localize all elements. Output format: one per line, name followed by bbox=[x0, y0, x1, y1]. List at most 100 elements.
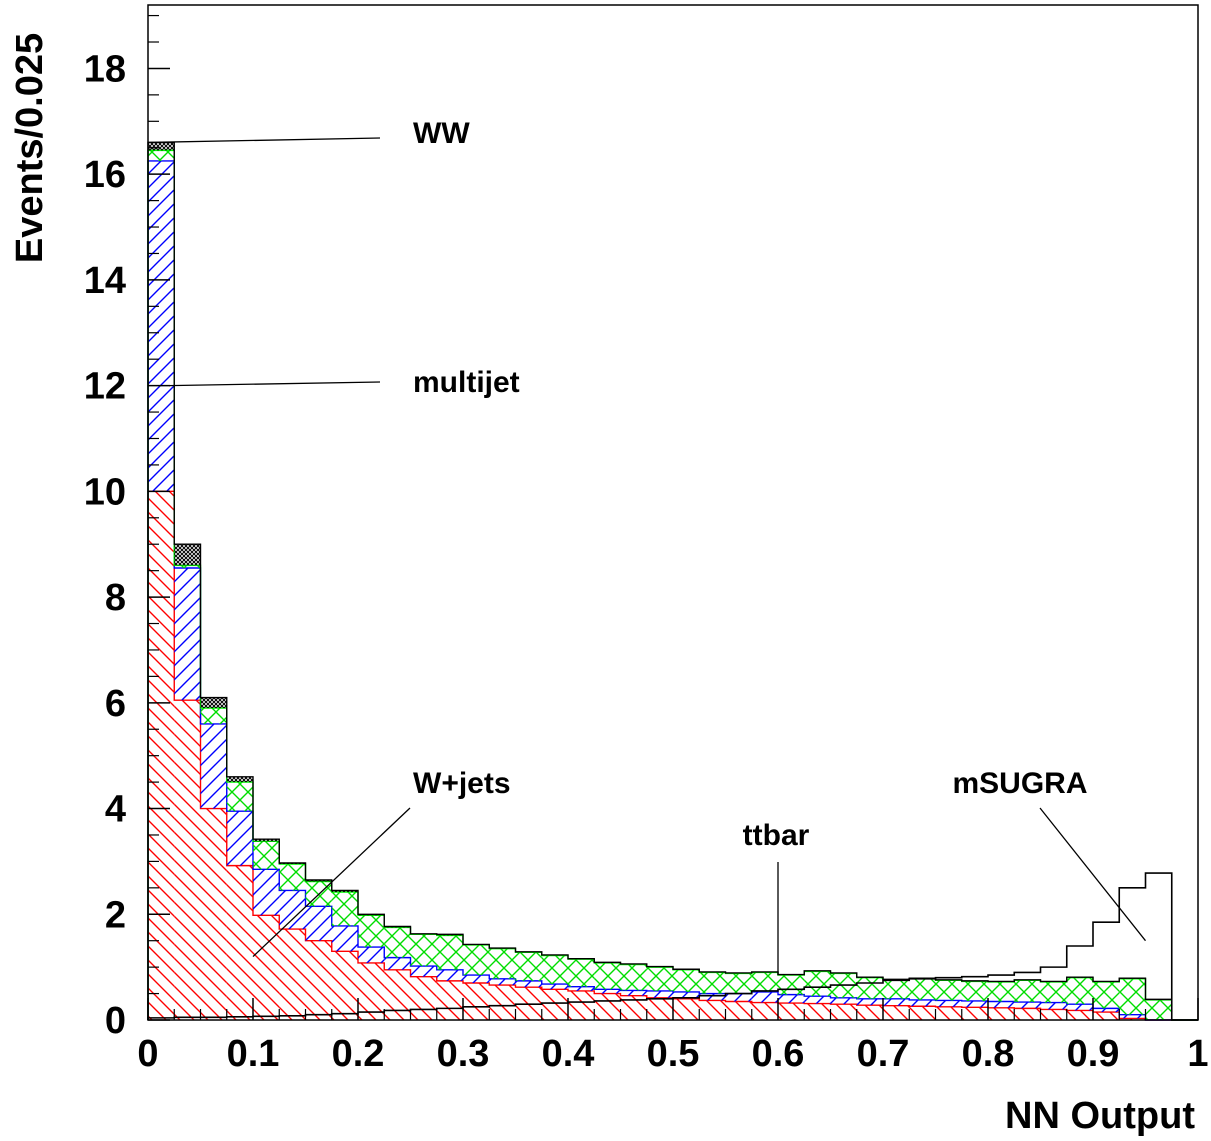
y-tick-label: 2 bbox=[105, 894, 126, 936]
x-tick-label: 0.6 bbox=[752, 1033, 805, 1075]
bar-ttbar-35 bbox=[1066, 977, 1093, 1005]
bar-ww-0 bbox=[148, 142, 175, 151]
bar-w-jets-32 bbox=[988, 1007, 1015, 1020]
bar-ttbar-19 bbox=[646, 967, 673, 991]
bar-w-jets-37 bbox=[1119, 1018, 1146, 1020]
leader-line-ww bbox=[147, 137, 381, 144]
y-tick-label: 14 bbox=[84, 260, 126, 302]
bar-w-jets-31 bbox=[961, 1007, 988, 1020]
bar-multijet-3 bbox=[226, 811, 253, 866]
bar-ww-4 bbox=[253, 839, 280, 842]
bar-ttbar-32 bbox=[988, 981, 1015, 1002]
bar-multijet-30 bbox=[935, 1000, 962, 1007]
bar-multijet-26 bbox=[830, 997, 857, 1005]
bar-ww-7 bbox=[331, 890, 358, 893]
bar-multijet-31 bbox=[961, 1000, 988, 1008]
bar-ttbar-7 bbox=[331, 892, 358, 926]
bar-ttbar-27 bbox=[856, 977, 883, 999]
y-tick-label: 8 bbox=[105, 577, 126, 619]
bar-ttbar-25 bbox=[804, 971, 831, 997]
y-tick-label: 10 bbox=[84, 471, 126, 513]
bar-multijet-16 bbox=[568, 986, 595, 991]
bar-w-jets-20 bbox=[673, 998, 700, 1020]
bar-ttbar-18 bbox=[620, 964, 647, 991]
x-axis-label: NN Output bbox=[1005, 1095, 1195, 1137]
x-tick-label: 0.2 bbox=[332, 1033, 385, 1075]
bar-w-jets-24 bbox=[778, 1003, 805, 1020]
x-tick-label: 0.1 bbox=[227, 1033, 280, 1075]
bar-multijet-8 bbox=[358, 947, 385, 963]
annotation-multijet: multijet bbox=[413, 366, 520, 399]
bar-ttbar-1 bbox=[174, 565, 201, 569]
bar-multijet-12 bbox=[463, 975, 490, 983]
bar-ttbar-13 bbox=[489, 948, 516, 979]
bar-ttbar-37 bbox=[1119, 978, 1146, 1015]
bar-ttbar-4 bbox=[253, 841, 280, 870]
bar-w-jets-7 bbox=[331, 951, 358, 1020]
x-tick-label: 0.8 bbox=[962, 1033, 1015, 1075]
bar-ttbar-38 bbox=[1145, 999, 1172, 1020]
bar-multijet-20 bbox=[673, 991, 700, 999]
annotations: WW multijet W+jets ttbar mSUGRA bbox=[147, 117, 1147, 976]
bar-ttbar-36 bbox=[1093, 981, 1120, 1009]
bar-w-jets-2 bbox=[200, 808, 227, 1020]
bar-ttbar-10 bbox=[410, 934, 437, 967]
y-tick-label: 12 bbox=[84, 366, 126, 408]
bar-ttbar-5 bbox=[279, 864, 306, 891]
bar-multijet-4 bbox=[253, 869, 280, 916]
bar-ttbar-31 bbox=[961, 981, 988, 1001]
y-tick-label: 4 bbox=[105, 789, 126, 831]
bar-multijet-10 bbox=[410, 966, 437, 977]
bar-multijet-22 bbox=[725, 993, 752, 1002]
bar-w-jets-17 bbox=[594, 993, 621, 1020]
bar-ttbar-15 bbox=[541, 955, 568, 985]
annotation-ww: WW bbox=[413, 117, 470, 150]
bar-ttbar-17 bbox=[594, 962, 621, 990]
bar-multijet-32 bbox=[988, 1001, 1015, 1008]
bar-w-jets-22 bbox=[725, 1001, 752, 1020]
y-tick-label: 0 bbox=[105, 1000, 126, 1042]
bar-ttbar-29 bbox=[909, 978, 936, 1000]
bar-ttbar-34 bbox=[1040, 981, 1067, 1003]
stacked-bars bbox=[147, 141, 1198, 1021]
bar-ttbar-33 bbox=[1014, 980, 1041, 1003]
bar-w-jets-30 bbox=[935, 1006, 962, 1020]
bar-w-jets-1 bbox=[174, 700, 201, 1020]
annotation-w-jets: W+jets bbox=[413, 767, 511, 800]
x-tick-label: 0 bbox=[137, 1033, 158, 1075]
bar-ttbar-8 bbox=[358, 915, 385, 948]
bar-ttbar-28 bbox=[883, 979, 910, 999]
bar-multijet-2 bbox=[200, 723, 227, 809]
bar-ttbar-20 bbox=[673, 969, 700, 992]
bar-w-jets-26 bbox=[830, 1004, 857, 1020]
bar-w-jets-19 bbox=[646, 997, 673, 1020]
bar-multijet-18 bbox=[620, 990, 647, 996]
bar-w-jets-33 bbox=[1014, 1008, 1041, 1020]
bar-multijet-5 bbox=[279, 890, 306, 930]
bar-w-jets-34 bbox=[1040, 1009, 1067, 1020]
bar-w-jets-16 bbox=[568, 990, 595, 1020]
bar-w-jets-29 bbox=[909, 1006, 936, 1020]
bar-w-jets-28 bbox=[883, 1005, 910, 1020]
bar-ttbar-23 bbox=[751, 972, 778, 992]
leader-line-multijet bbox=[168, 381, 381, 387]
bar-w-jets-8 bbox=[358, 962, 385, 1020]
bar-w-jets-5 bbox=[279, 929, 306, 1020]
bar-w-jets-13 bbox=[489, 985, 516, 1020]
bar-multijet-23 bbox=[751, 991, 778, 1003]
bar-multijet-1 bbox=[174, 568, 201, 701]
bar-w-jets-6 bbox=[305, 940, 332, 1020]
bar-multijet-13 bbox=[489, 978, 516, 986]
x-tick-label: 1 bbox=[1187, 1033, 1208, 1075]
bar-ww-2 bbox=[200, 697, 227, 709]
bar-ttbar-16 bbox=[568, 959, 595, 987]
bar-w-jets-9 bbox=[384, 969, 411, 1020]
bar-w-jets-4 bbox=[253, 915, 280, 1020]
bar-w-jets-11 bbox=[436, 980, 463, 1020]
bar-multijet-21 bbox=[699, 993, 726, 1001]
bar-w-jets-10 bbox=[410, 976, 437, 1020]
bar-w-jets-23 bbox=[751, 1002, 778, 1020]
bar-ttbar-30 bbox=[935, 980, 962, 1001]
bar-ttbar-21 bbox=[699, 972, 726, 994]
